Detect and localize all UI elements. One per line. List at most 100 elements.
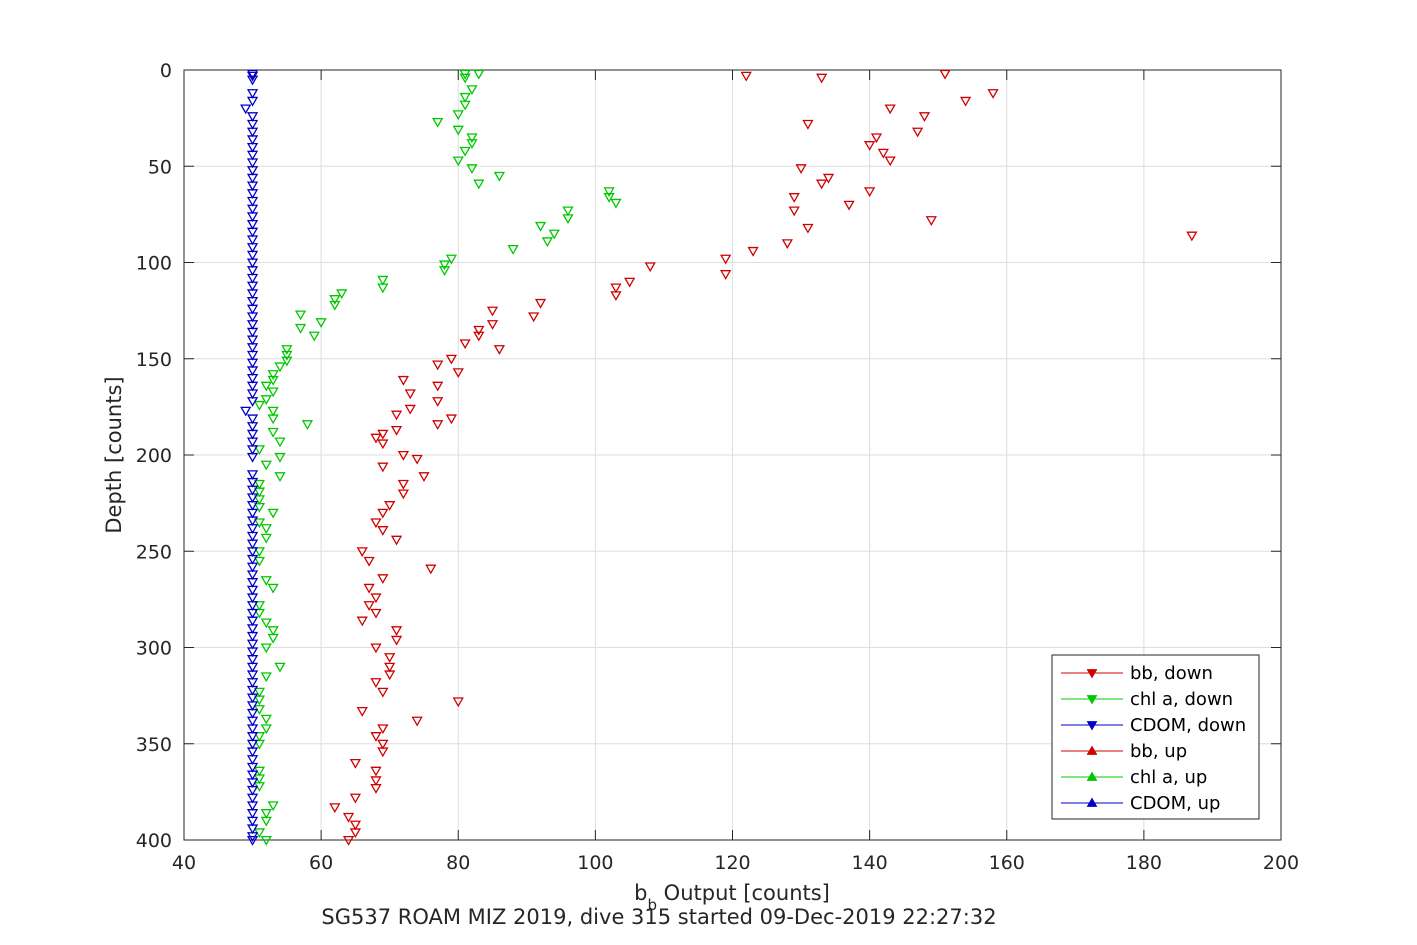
y-tick-label: 50 [148,156,172,178]
data-point-cdom-down [246,493,259,504]
data-point-cdom-down [246,716,259,727]
data-point-cdom-down [240,406,252,417]
data-point-chl-a-down [267,387,279,398]
data-point-chl-a-down [329,300,341,311]
data-point-chl-a-down [281,350,293,361]
data-point-bb-down [404,404,416,415]
data-point-bb-down [788,206,800,217]
data-point-chl-a-down [459,92,471,103]
data-point-chl-a-down [281,345,293,355]
data-point-bb-down [349,793,362,804]
data-point-chl-a-down [267,801,279,812]
data-point-bb-down [397,479,410,490]
data-point-cdom-down [246,366,259,377]
data-point-bb-down [802,223,814,234]
data-point-cdom-down [246,631,259,642]
data-point-cdom-down [246,816,259,827]
data-point-chl-a-down [253,601,266,611]
data-point-cdom-down [246,389,259,400]
data-point-chl-a-down [377,283,389,294]
data-point-chl-a-down [452,125,464,136]
data-point-bb-down [370,732,382,742]
data-point-cdom-down [246,770,259,781]
data-point-chl-a-down [253,445,266,456]
data-point-bb-down [363,601,375,611]
data-point-chl-a-down [253,495,266,506]
data-point-bb-down [816,179,828,190]
data-point-chl-a-down [253,687,266,698]
data-point-cdom-down [246,89,259,99]
data-point-cdom-down [246,158,259,169]
data-point-bb-down [528,312,540,323]
data-point-bb-down [377,526,389,536]
data-point-cdom-down [246,685,259,696]
data-point-chl-a-down [260,643,272,654]
data-point-chl-a-down [267,406,279,417]
data-point-bb-down [452,697,464,708]
data-point-cdom-down [246,585,259,596]
data-point-cdom-down [246,422,259,432]
data-point-bb-down [356,547,368,558]
data-point-bb-down [425,564,437,575]
legend-marker-chl-a-down [1086,695,1098,705]
data-point-bb-down [390,626,403,636]
data-point-cdom-down [246,335,259,346]
data-point-bb-down [1186,231,1198,242]
x-axis-label: bb Output [counts] [634,881,830,914]
data-point-chl-a-down [473,69,485,80]
data-point-bb-down [411,716,423,727]
data-point-cdom-down [246,554,259,565]
data-point-bb-down [740,71,752,82]
data-point-cdom-down [246,181,259,192]
data-point-chl-a-down [253,608,266,619]
data-point-bb-down [432,360,444,371]
data-point-cdom-down [246,601,259,611]
data-point-cdom-down [246,320,259,330]
data-point-chl-a-down [253,695,266,706]
data-point-chl-a-down [459,146,471,157]
data-point-bb-down [939,69,951,80]
data-point-bb-down [397,489,410,500]
data-point-chl-a-down [253,400,266,411]
data-point-chl-a-down [603,187,615,198]
data-point-chl-a-down [274,437,286,448]
data-point-chl-a-down [493,171,506,182]
x-tick-label: 80 [446,852,470,874]
data-point-bb-down [884,156,896,167]
data-point-cdom-down [246,437,259,448]
data-point-chl-a-down [541,237,554,248]
data-point-chl-a-down [308,331,320,342]
data-point-chl-a-down [466,133,478,144]
data-point-bb-down [610,291,622,302]
data-point-chl-a-down [267,375,279,386]
data-point-bb-down [493,345,506,355]
data-point-chl-a-down [548,229,560,240]
data-point-chl-a-down [267,583,279,594]
data-point-cdom-down [246,747,259,758]
data-point-chl-a-down [267,427,279,438]
data-point-bb-down [342,812,355,823]
data-point-cdom-down [246,809,259,819]
legend-marker-cdom-down [1086,721,1098,731]
data-point-cdom-down [246,639,259,650]
data-point-bb-down [459,339,471,350]
data-point-cdom-down [246,273,259,284]
data-point-cdom-down [246,350,259,361]
data-point-cdom-down [246,778,259,789]
data-point-chl-a-down [267,370,279,380]
data-point-cdom-down [246,281,259,292]
data-point-bb-down [377,439,389,450]
data-point-bb-down [864,187,876,198]
data-point-cdom-down [246,296,259,307]
data-point-bb-down [390,425,403,436]
data-point-cdom-down [246,452,259,463]
data-point-bb-down [822,173,835,184]
data-point-bb-down [788,193,800,203]
data-point-cdom-down [246,135,259,146]
data-point-bb-down [349,828,362,839]
data-point-cdom-down [246,289,259,300]
data-point-chl-a-down [507,244,519,255]
legend-entry-cdom-up: CDOM, up [1130,793,1220,814]
legend-entry-cdom-down: CDOM, down [1130,715,1246,736]
data-point-bb-down [884,104,896,115]
